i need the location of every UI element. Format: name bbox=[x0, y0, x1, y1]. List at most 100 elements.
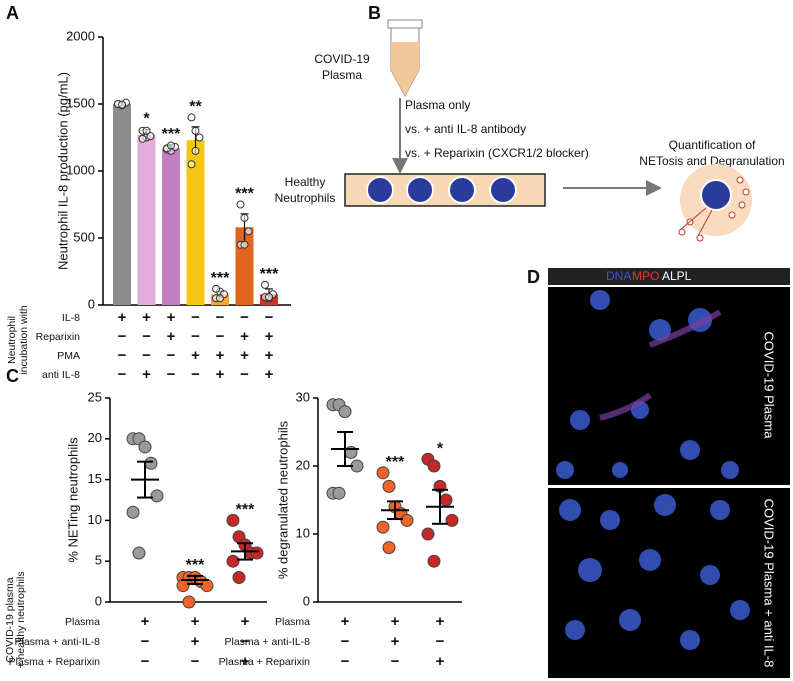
row-label: PMA bbox=[57, 350, 80, 362]
sign: + bbox=[142, 309, 151, 326]
data-point bbox=[195, 133, 204, 142]
sign: + bbox=[436, 613, 445, 630]
row-label: anti IL-8 bbox=[42, 369, 80, 381]
data-point bbox=[167, 141, 175, 150]
data-point bbox=[138, 134, 147, 143]
data-point bbox=[150, 489, 164, 503]
sign: − bbox=[241, 633, 250, 650]
data-point bbox=[182, 595, 196, 609]
sign: − bbox=[142, 328, 151, 345]
bar bbox=[186, 140, 205, 305]
row-label: Plasma + anti-IL-8 bbox=[15, 636, 101, 648]
row-label: IL-8 bbox=[62, 312, 80, 324]
data-point bbox=[400, 513, 414, 527]
sign: − bbox=[240, 309, 249, 326]
sign: + bbox=[265, 347, 274, 364]
sign: + bbox=[265, 328, 274, 345]
image-panel bbox=[548, 488, 790, 678]
bar bbox=[137, 134, 156, 305]
channel-label: MPO bbox=[632, 269, 659, 283]
y-tick-label: 20 bbox=[296, 457, 310, 472]
tube-label: Plasma bbox=[322, 68, 362, 82]
tube-cap bbox=[387, 19, 423, 29]
image-label: COVID-19 Plasma bbox=[762, 332, 777, 440]
significance: *** bbox=[236, 502, 255, 519]
sign: − bbox=[436, 633, 445, 650]
data-point bbox=[445, 513, 459, 527]
net bbox=[599, 309, 722, 421]
bar bbox=[113, 104, 131, 305]
row-label: Plasma bbox=[275, 616, 310, 628]
data-point bbox=[240, 213, 249, 222]
nuclei bbox=[556, 290, 750, 650]
data-point bbox=[427, 459, 441, 473]
sign: − bbox=[141, 633, 150, 650]
significance: *** bbox=[211, 270, 230, 287]
data-point bbox=[187, 113, 196, 122]
sign: − bbox=[118, 366, 127, 383]
data-point bbox=[439, 493, 453, 507]
sign: + bbox=[141, 613, 150, 630]
y-tick-label: 500 bbox=[73, 229, 95, 244]
sign: − bbox=[191, 653, 200, 670]
data-point bbox=[200, 579, 214, 593]
neutrophils bbox=[366, 176, 517, 204]
sign: + bbox=[167, 309, 176, 326]
data-point bbox=[261, 280, 269, 289]
sign: + bbox=[391, 613, 400, 630]
panel-label: C bbox=[6, 366, 19, 386]
significance: *** bbox=[235, 186, 254, 203]
panel-label: D bbox=[527, 267, 540, 287]
y-tick-label: 10 bbox=[296, 525, 310, 540]
y-axis-label: Neutrophil IL-8 production (pg/mL) bbox=[55, 72, 70, 270]
bar bbox=[162, 148, 180, 305]
significance: *** bbox=[162, 126, 181, 143]
data-point bbox=[187, 160, 196, 169]
sign: − bbox=[191, 366, 200, 383]
sign: − bbox=[341, 653, 350, 670]
y-tick-label: 25 bbox=[88, 389, 102, 404]
sign: + bbox=[265, 366, 274, 383]
sign: + bbox=[167, 328, 176, 345]
sign: + bbox=[191, 613, 200, 630]
row-label: Reparixin bbox=[36, 331, 81, 343]
data-point bbox=[427, 554, 441, 568]
sign: − bbox=[240, 366, 249, 383]
sign: + bbox=[142, 366, 151, 383]
data-point bbox=[240, 240, 249, 249]
dish-label: Neutrophils bbox=[275, 191, 336, 205]
y-axis-label: % NETing neutrophils bbox=[65, 437, 80, 563]
data-point bbox=[338, 405, 352, 419]
row-label: Plasma bbox=[65, 616, 100, 628]
dish-label: Healthy bbox=[285, 175, 326, 189]
data-point bbox=[126, 505, 140, 519]
sign: + bbox=[391, 633, 400, 650]
data-point bbox=[138, 440, 152, 454]
sign: − bbox=[167, 347, 176, 364]
data-point bbox=[118, 100, 126, 109]
data-point bbox=[191, 146, 200, 155]
readout: NETosis and Degranulation bbox=[639, 154, 784, 168]
image-label: COVID-19 Plasma + anti IL-8 bbox=[762, 499, 777, 668]
sign: + bbox=[436, 653, 445, 670]
diagram: COVID-19 Plasma Plasma only vs. + anti I… bbox=[275, 19, 785, 242]
sign: − bbox=[167, 366, 176, 383]
data-point bbox=[244, 227, 253, 236]
data-point bbox=[376, 520, 390, 534]
condition: vs. + Reparixin (CXCR1/2 blocker) bbox=[405, 146, 589, 160]
side-label: + healthy neutrophils bbox=[15, 571, 27, 668]
y-tick-label: 0 bbox=[88, 296, 95, 311]
significance: *** bbox=[260, 266, 279, 283]
data-point bbox=[144, 456, 158, 470]
y-axis-label: % degranulated neutrophils bbox=[275, 420, 290, 579]
y-tick-label: 30 bbox=[296, 389, 310, 404]
row-label: Plasma + Reparixin bbox=[219, 656, 310, 668]
significance: ** bbox=[189, 99, 202, 116]
significance: *** bbox=[186, 557, 205, 574]
sign: + bbox=[191, 347, 200, 364]
sign: + bbox=[341, 613, 350, 630]
data-point bbox=[226, 513, 240, 527]
y-tick-label: 15 bbox=[88, 471, 102, 486]
sign: + bbox=[118, 309, 127, 326]
